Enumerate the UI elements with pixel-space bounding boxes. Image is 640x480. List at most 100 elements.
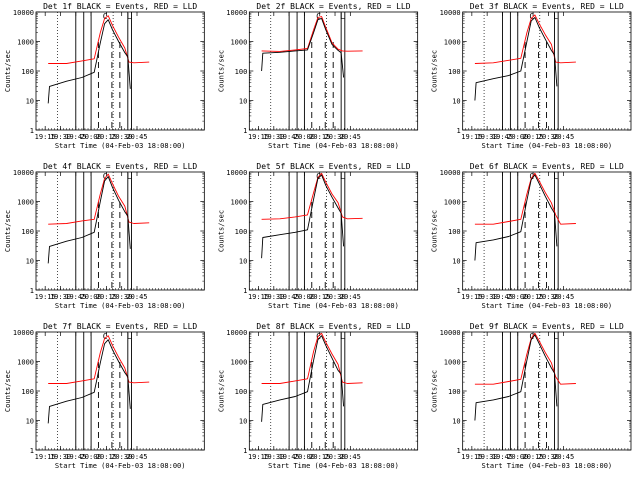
panel-1: Det 1f BLACK = Events, RED = LLD 1 10 100 10… [4, 2, 205, 150]
x-tick-label: 19:45 [492, 133, 513, 141]
y-tick-label: 1 [243, 127, 247, 135]
x-tick-label: 19:45 [65, 133, 86, 141]
y-axis-label: Counts/sec [217, 370, 225, 412]
y-tick-label: 10 [26, 98, 34, 106]
x-tick-label: 19:30 [477, 133, 498, 141]
series-lld-line [474, 172, 576, 225]
x-tick-label: 19:30 [477, 293, 498, 301]
panel-2: Det 2f BLACK = Events, RED = LLD 1 10 100 10… [217, 2, 419, 150]
x-tick-label: 20:45 [340, 133, 361, 141]
x-tick-label: 19:15 [461, 453, 482, 461]
x-tick-label: 20:00 [81, 453, 102, 461]
x-axis-label: Start Time (04-Feb-03 18:08:00) [268, 462, 399, 470]
y-tick-label: 1000 [444, 199, 461, 207]
panel-title: Det 4f BLACK = Events, RED = LLD [43, 162, 197, 171]
x-tick-label: 20:15 [523, 133, 544, 141]
x-axis-label: Start Time (04-Feb-03 18:08:00) [481, 142, 612, 150]
x-tick-label: 20:30 [538, 453, 559, 461]
y-tick-label: 10000 [440, 329, 461, 337]
x-tick-label: 20:45 [126, 453, 147, 461]
x-tick-label: 20:15 [96, 453, 117, 461]
y-axis-label: Counts/sec [4, 50, 12, 92]
x-axis-label: Start Time (04-Feb-03 18:08:00) [55, 142, 186, 150]
y-tick-label: 1000 [17, 199, 34, 207]
x-tick-label: 19:30 [263, 453, 284, 461]
x-tick-label: 20:00 [81, 293, 102, 301]
y-tick-label: 10000 [226, 329, 247, 337]
y-tick-label: 10 [239, 258, 247, 266]
x-tick-label: 20:30 [538, 293, 559, 301]
y-tick-label: 1 [30, 127, 34, 135]
marker-label: C [529, 332, 534, 341]
x-tick-label: 19:30 [50, 133, 71, 141]
x-tick-label: 19:15 [461, 293, 482, 301]
x-tick-label: 20:00 [294, 133, 315, 141]
series-events-line [261, 335, 345, 422]
x-tick-label: 20:15 [523, 453, 544, 461]
x-tick-label: 19:45 [65, 453, 86, 461]
x-axis-label: Start Time (04-Feb-03 18:08:00) [55, 302, 186, 310]
x-tick-label: 20:30 [324, 293, 345, 301]
y-tick-label: 100 [235, 388, 248, 396]
x-tick-label: 19:30 [50, 453, 71, 461]
series-lld-line [48, 15, 150, 64]
series-events-line [47, 19, 131, 104]
x-tick-label: 19:30 [477, 453, 498, 461]
y-tick-label: 10 [26, 418, 34, 426]
panel-title: Det 3f BLACK = Events, RED = LLD [470, 2, 624, 11]
marker-label: L [553, 332, 558, 341]
series-lld-line [474, 14, 576, 64]
panel-8: Det 8f BLACK = Events, RED = LLD 1 10 100 10… [217, 322, 419, 470]
marker-label: C [316, 12, 321, 21]
x-tick-label: 20:00 [294, 453, 315, 461]
x-tick-label: 20:15 [96, 293, 117, 301]
x-tick-label: 20:45 [126, 293, 147, 301]
panel-title: Det 1f BLACK = Events, RED = LLD [43, 2, 197, 11]
panel-title: Det 9f BLACK = Events, RED = LLD [470, 322, 624, 331]
x-axis-label: Start Time (04-Feb-03 18:08:00) [268, 142, 399, 150]
y-tick-label: 1000 [444, 39, 461, 47]
x-tick-label: 19:45 [492, 453, 513, 461]
panel-5: Det 5f BLACK = Events, RED = LLD 1 10 100 10… [217, 162, 419, 310]
x-tick-label: 19:45 [279, 453, 300, 461]
y-tick-label: 1 [243, 447, 247, 455]
panel-title: Det 2f BLACK = Events, RED = LLD [256, 2, 410, 11]
y-tick-label: 10 [452, 98, 460, 106]
marker-label: L [127, 12, 132, 21]
x-tick-label: 19:30 [263, 133, 284, 141]
series-lld-line [48, 173, 150, 225]
x-tick-label: 19:15 [461, 133, 482, 141]
x-tick-label: 20:15 [309, 453, 330, 461]
panel-title: Det 6f BLACK = Events, RED = LLD [470, 162, 624, 171]
x-tick-label: 19:45 [65, 293, 86, 301]
y-axis-label: Counts/sec [431, 370, 439, 412]
y-tick-label: 100 [235, 228, 248, 236]
y-tick-label: 100 [21, 228, 34, 236]
x-tick-label: 20:45 [553, 133, 574, 141]
x-tick-label: 20:00 [81, 133, 102, 141]
x-tick-label: 19:15 [248, 133, 269, 141]
y-tick-label: 10 [239, 98, 247, 106]
y-tick-label: 1000 [17, 39, 34, 47]
y-tick-label: 1 [243, 287, 247, 295]
x-tick-label: 20:45 [126, 133, 147, 141]
marker-label: L [340, 12, 345, 21]
marker-label: L [127, 172, 132, 181]
y-tick-label: 10 [452, 258, 460, 266]
y-axis-label: Counts/sec [431, 210, 439, 252]
y-tick-label: 10000 [13, 9, 34, 17]
x-tick-label: 20:15 [523, 293, 544, 301]
x-tick-label: 19:15 [35, 133, 56, 141]
y-axis-label: Counts/sec [217, 210, 225, 252]
y-tick-label: 10000 [226, 169, 247, 177]
series-events-line [474, 334, 558, 421]
x-axis-label: Start Time (04-Feb-03 18:08:00) [55, 462, 186, 470]
x-tick-label: 20:45 [553, 453, 574, 461]
y-tick-label: 1000 [444, 359, 461, 367]
panel-4: Det 4f BLACK = Events, RED = LLD 1 10 100 10… [4, 162, 205, 310]
x-tick-label: 20:30 [324, 133, 345, 141]
y-axis-label: Counts/sec [4, 210, 12, 252]
marker-label: L [340, 172, 345, 181]
x-tick-label: 20:15 [309, 293, 330, 301]
